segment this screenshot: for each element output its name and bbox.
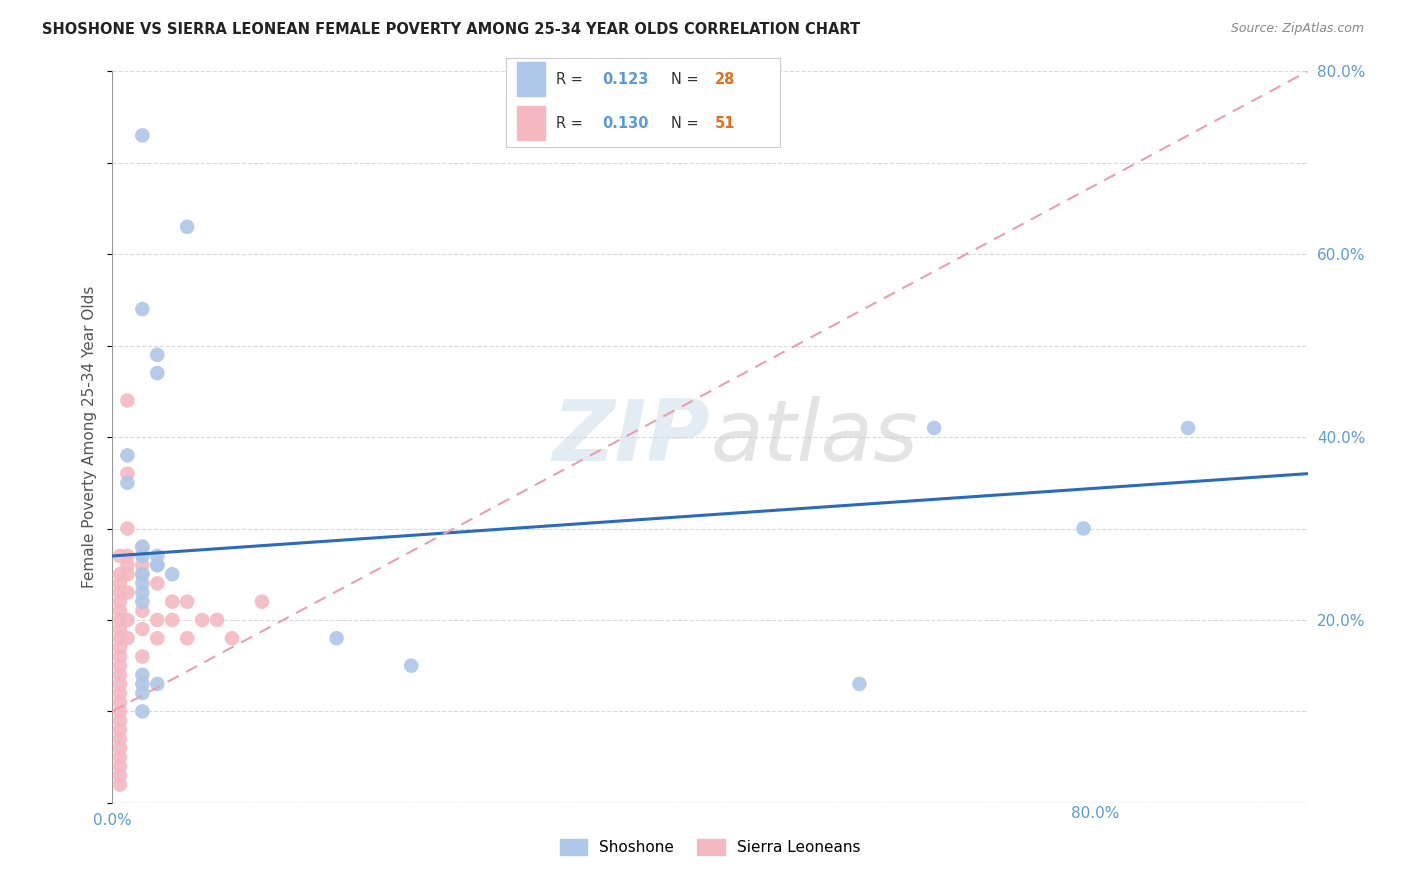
Point	[108, 740, 131, 755]
Point	[131, 594, 153, 608]
Point	[131, 567, 153, 582]
Text: 80.0%: 80.0%	[1071, 806, 1119, 822]
Legend: Shoshone, Sierra Leoneans: Shoshone, Sierra Leoneans	[554, 833, 866, 861]
Point	[146, 576, 169, 591]
Point	[922, 421, 945, 435]
Point	[162, 567, 183, 582]
Point	[131, 705, 153, 719]
Text: R =: R =	[555, 72, 588, 87]
Point	[162, 594, 183, 608]
Point	[108, 622, 131, 636]
Point	[108, 649, 131, 664]
Point	[117, 393, 139, 408]
Point	[108, 731, 131, 746]
Point	[108, 677, 131, 691]
Bar	[517, 106, 544, 140]
Point	[117, 613, 139, 627]
Point	[146, 549, 169, 563]
Point	[146, 632, 169, 646]
Point	[108, 613, 131, 627]
Point	[131, 128, 153, 143]
Point	[146, 613, 169, 627]
Point	[131, 604, 153, 618]
Point	[108, 759, 131, 773]
Point	[108, 705, 131, 719]
Point	[117, 475, 139, 490]
Point	[108, 567, 131, 582]
Point	[108, 714, 131, 728]
Point	[117, 521, 139, 535]
Point	[108, 695, 131, 709]
Point	[221, 632, 243, 646]
Point	[176, 594, 198, 608]
Point	[131, 540, 153, 554]
Point	[131, 667, 153, 681]
Text: R =: R =	[555, 116, 588, 130]
Point	[131, 567, 153, 582]
Point	[108, 686, 131, 700]
Point	[325, 632, 347, 646]
Point	[146, 558, 169, 573]
Point	[108, 750, 131, 764]
Point	[131, 585, 153, 599]
Point	[131, 301, 153, 317]
Point	[191, 613, 214, 627]
Point	[131, 622, 153, 636]
Point	[848, 677, 870, 691]
Text: ZIP: ZIP	[553, 395, 710, 479]
Point	[146, 348, 169, 362]
Point	[1073, 521, 1095, 535]
Text: N =: N =	[671, 72, 703, 87]
Point	[117, 467, 139, 481]
Point	[117, 585, 139, 599]
Point	[1177, 421, 1199, 435]
Point	[401, 658, 423, 673]
Point	[131, 549, 153, 563]
Text: 28: 28	[714, 72, 735, 87]
Text: Source: ZipAtlas.com: Source: ZipAtlas.com	[1230, 22, 1364, 36]
Point	[146, 558, 169, 573]
Point	[108, 576, 131, 591]
Point	[117, 567, 139, 582]
Point	[108, 778, 131, 792]
Point	[108, 632, 131, 646]
Point	[131, 540, 153, 554]
Point	[108, 640, 131, 655]
Point	[108, 658, 131, 673]
Point	[117, 549, 139, 563]
Text: 51: 51	[714, 116, 735, 130]
Y-axis label: Female Poverty Among 25-34 Year Olds: Female Poverty Among 25-34 Year Olds	[82, 286, 97, 588]
Point	[131, 558, 153, 573]
Text: N =: N =	[671, 116, 703, 130]
Point	[117, 448, 139, 462]
Point	[108, 768, 131, 782]
Point	[108, 604, 131, 618]
Text: 0.130: 0.130	[602, 116, 648, 130]
Point	[131, 649, 153, 664]
Point	[108, 549, 131, 563]
Text: SHOSHONE VS SIERRA LEONEAN FEMALE POVERTY AMONG 25-34 YEAR OLDS CORRELATION CHAR: SHOSHONE VS SIERRA LEONEAN FEMALE POVERT…	[42, 22, 860, 37]
Point	[176, 219, 198, 234]
Point	[131, 677, 153, 691]
Bar	[517, 62, 544, 96]
Point	[108, 594, 131, 608]
Point	[108, 723, 131, 737]
Text: atlas: atlas	[710, 395, 918, 479]
Point	[250, 594, 273, 608]
Point	[146, 677, 169, 691]
Point	[162, 613, 183, 627]
Point	[108, 585, 131, 599]
Text: 0.123: 0.123	[602, 72, 648, 87]
Point	[117, 632, 139, 646]
Point	[176, 632, 198, 646]
Point	[131, 686, 153, 700]
Point	[117, 558, 139, 573]
Point	[146, 366, 169, 380]
Point	[205, 613, 228, 627]
Point	[131, 576, 153, 591]
Point	[108, 667, 131, 681]
